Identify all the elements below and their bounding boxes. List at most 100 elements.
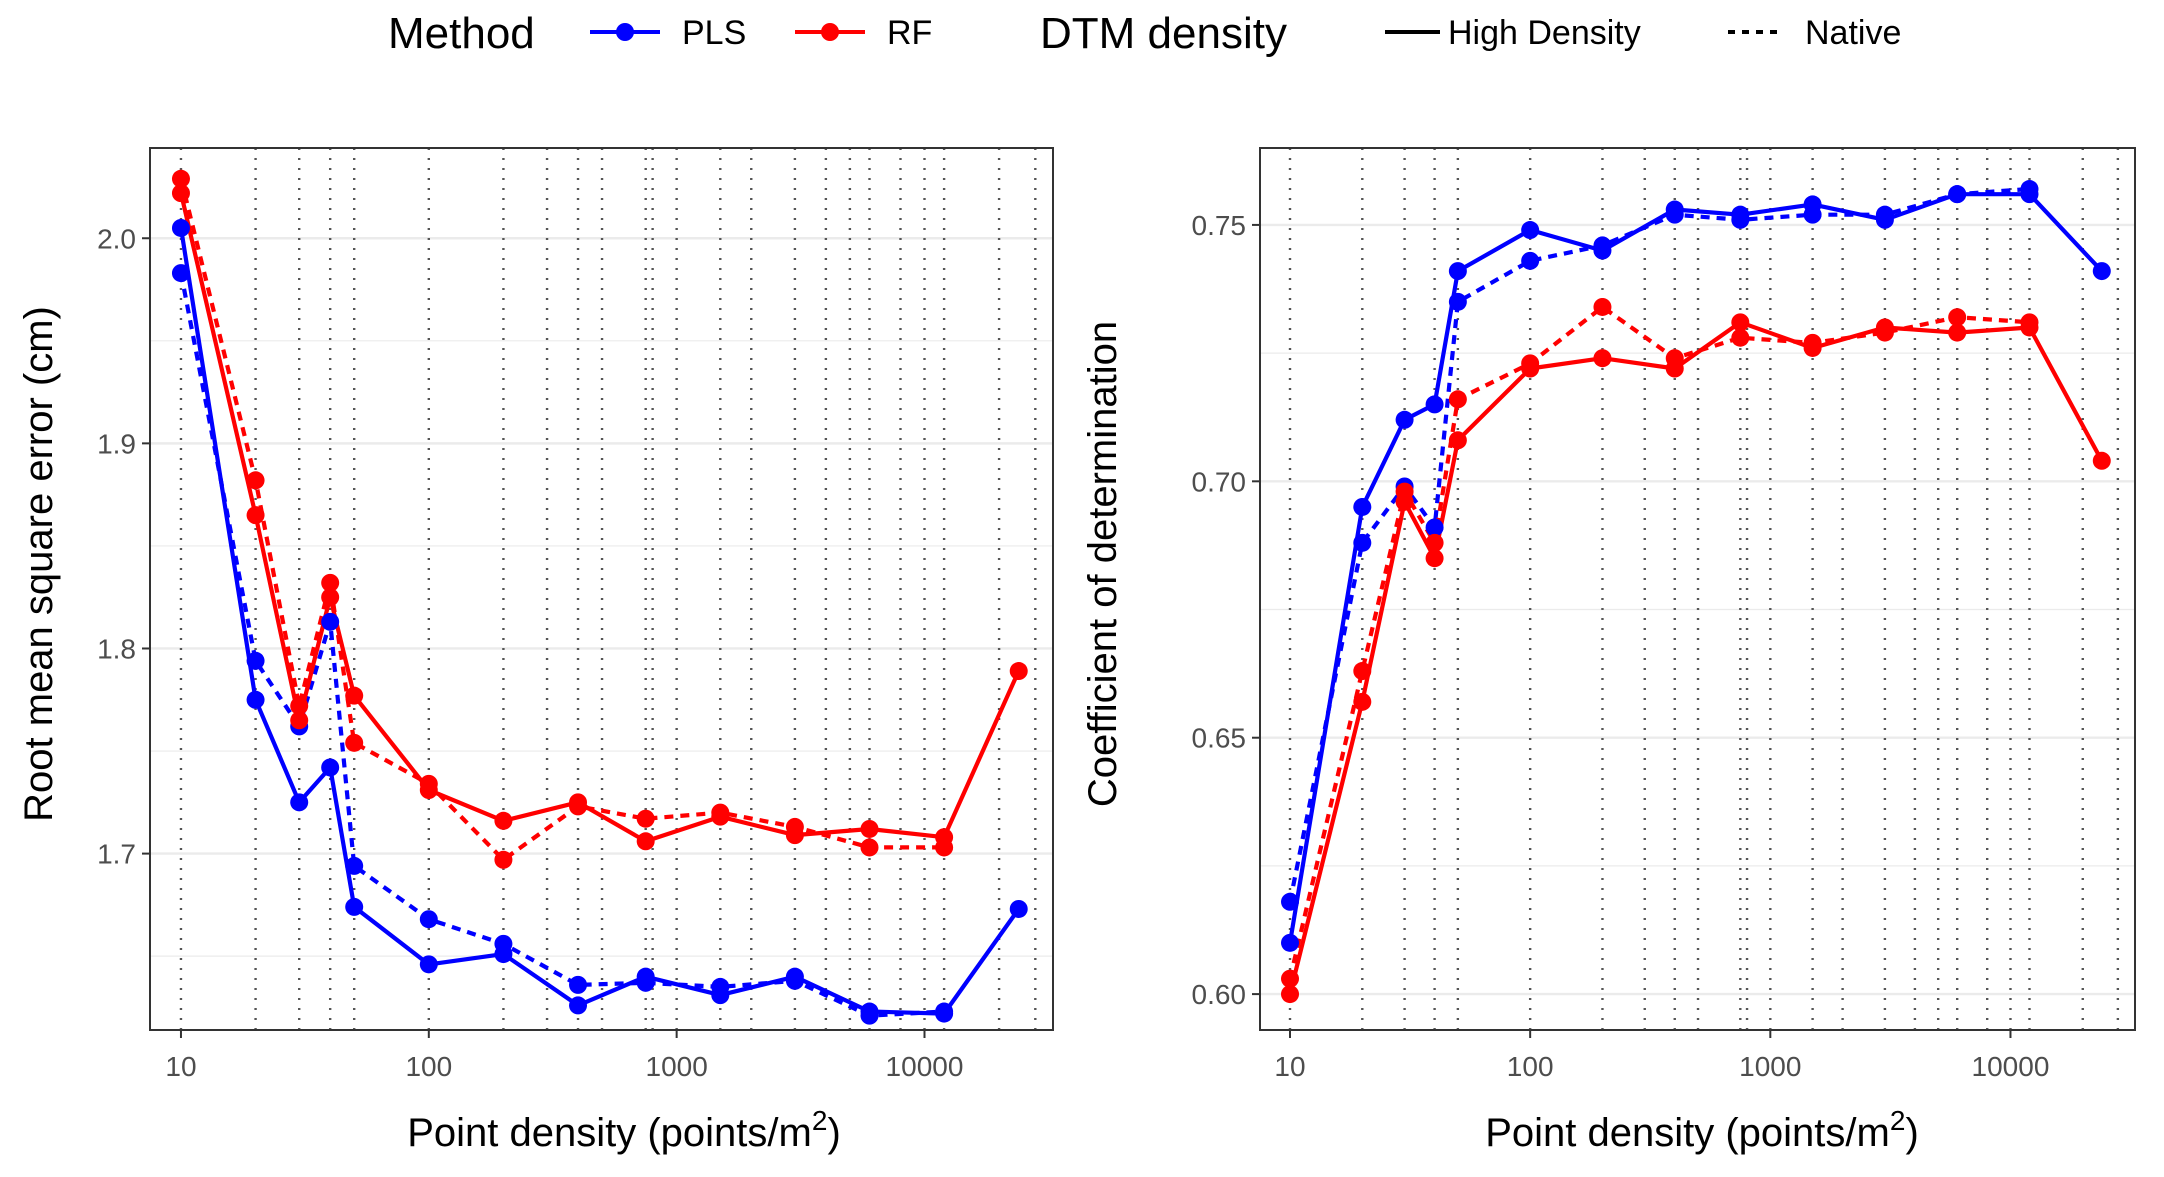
r2-x-tick-label: 10000 — [1972, 1051, 2050, 1082]
rmse-plot-frame — [149, 147, 1054, 1031]
r2-x-axis-title-close: ) — [1905, 1111, 1918, 1155]
r2-point-rf-native — [1731, 328, 1750, 347]
r2-point-pls-native — [1353, 533, 1372, 552]
r2-ticks: 10 100 1000 10000 0.60 0.65 0.70 0.75 — [1192, 210, 2050, 1082]
r2-point-pls-native — [1665, 205, 1684, 224]
rmse-x-tick-label: 10 — [165, 1051, 196, 1082]
legend-method-title: Method — [388, 9, 535, 58]
r2-point-pls-native — [1593, 236, 1612, 255]
r2-x-tick-label: 100 — [1507, 1051, 1554, 1082]
rmse-x-axis-title: Point density (points/m2) — [407, 1105, 841, 1155]
rmse-point-pls-native — [569, 975, 588, 994]
rmse-series-line-pls-native — [178, 272, 945, 1018]
r2-point-pls-native — [1803, 205, 1822, 224]
rmse-x-tick-label: 1000 — [646, 1051, 708, 1082]
r2-point-rf-native — [2020, 313, 2039, 332]
rmse-x-axis-title-main: Point density (points/m — [407, 1111, 812, 1155]
r2-point-rf-high-density — [1353, 692, 1372, 711]
legend-dtm-title: DTM density — [1040, 9, 1287, 58]
r2-point-pls-high-density — [2092, 262, 2111, 281]
rmse-point-pls-native — [321, 612, 340, 631]
rmse-point-pls-native — [345, 856, 364, 875]
r2-point-rf-native — [1448, 390, 1467, 409]
rmse-y-tick-label: 1.9 — [97, 428, 136, 459]
r2-x-axis-title: Point density (points/m2) — [1485, 1105, 1919, 1155]
r2-x-axis-title-main: Point density (points/m — [1485, 1111, 1890, 1155]
r2-y-tick-label: 0.65 — [1192, 723, 1247, 754]
legend-item-pls: PLS — [590, 14, 746, 52]
rmse-point-rf-high-density — [1009, 662, 1028, 681]
rmse-point-rf-high-density — [246, 506, 265, 525]
r2-point-rf-high-density — [1593, 349, 1612, 368]
r2-x-axis-title-sup: 2 — [1890, 1105, 1906, 1136]
rmse-x-tick-label: 10000 — [886, 1051, 964, 1082]
rmse-series-line-rf-high-density — [178, 192, 1021, 844]
rmse-point-rf-native — [321, 573, 340, 592]
legend-item-native: Native — [1728, 14, 1901, 52]
legend-item-high-density: High Density — [1385, 14, 1641, 52]
rmse-point-pls-native — [711, 977, 730, 996]
rmse-y-axis-title: Root mean square error (cm) — [17, 306, 61, 822]
chart-legend: Method PLS RF DTM density High Density N… — [388, 9, 1901, 58]
r2-point-pls-native — [2020, 180, 2039, 199]
r2-x-tick-label: 10 — [1274, 1051, 1305, 1082]
r2-x-tick-label: 1000 — [1739, 1051, 1801, 1082]
r2-chart-panel: 10 100 1000 10000 0.60 0.65 0.70 0.75 Coefficie… — [1081, 120, 2164, 1177]
r2-point-rf-high-density — [1731, 313, 1750, 332]
r2-series-line-pls-native — [1287, 186, 2030, 903]
r2-point-pls-native — [1448, 292, 1467, 311]
r2-point-rf-native — [1803, 333, 1822, 352]
r2-point-pls-native — [1425, 518, 1444, 537]
rmse-point-rf-native — [935, 838, 954, 857]
rmse-point-pls-native — [785, 971, 804, 990]
r2-point-rf-high-density — [1281, 985, 1300, 1004]
rmse-point-pls-native — [246, 651, 265, 670]
rmse-point-pls-native — [419, 910, 438, 929]
r2-point-rf-native — [1425, 533, 1444, 552]
rmse-point-rf-high-density — [860, 819, 879, 838]
rmse-point-rf-native — [711, 803, 730, 822]
rmse-point-rf-native — [636, 809, 655, 828]
rmse-point-rf-high-density — [321, 588, 340, 607]
rmse-series — [171, 169, 1028, 1025]
rmse-point-pls-native — [860, 1006, 879, 1025]
rmse-point-rf-native — [419, 774, 438, 793]
r2-point-pls-high-density — [1353, 497, 1372, 516]
rmse-point-rf-high-density — [171, 184, 190, 203]
r2-point-rf-native — [1593, 297, 1612, 316]
legend-rf-label: RF — [887, 14, 932, 52]
r2-point-rf-native — [1395, 482, 1414, 501]
r2-point-pls-high-density — [1448, 262, 1467, 281]
rmse-point-rf-native — [494, 850, 513, 869]
r2-y-tick-label: 0.75 — [1192, 210, 1247, 241]
rmse-point-rf-high-density — [345, 686, 364, 705]
rmse-point-pls-high-density — [171, 218, 190, 237]
rmse-point-pls-high-density — [419, 955, 438, 974]
r2-point-pls-high-density — [1521, 221, 1540, 240]
rmse-x-axis-title-close: ) — [827, 1111, 840, 1155]
r2-y-tick-label: 0.70 — [1192, 466, 1247, 497]
rmse-point-rf-native — [290, 696, 309, 715]
legend-native-label: Native — [1805, 14, 1901, 52]
r2-point-pls-native — [1875, 205, 1894, 224]
r2-vertical-reference-lines — [1288, 148, 2120, 1030]
rmse-x-axis-title-sup: 2 — [812, 1105, 828, 1136]
r2-point-rf-native — [1353, 662, 1372, 681]
r2-point-rf-high-density — [1425, 549, 1444, 568]
rmse-point-rf-high-density — [494, 811, 513, 830]
rmse-point-pls-high-density — [1009, 899, 1028, 918]
rmse-point-pls-native — [636, 973, 655, 992]
r2-point-rf-native — [1948, 308, 1967, 327]
rmse-point-pls-high-density — [321, 758, 340, 777]
legend-item-rf: RF — [795, 14, 932, 52]
legend-pls-marker — [616, 23, 634, 41]
r2-point-rf-native — [1281, 969, 1300, 988]
r2-point-rf-native — [1665, 349, 1684, 368]
rmse-point-pls-high-density — [290, 793, 309, 812]
r2-point-pls-high-density — [1395, 410, 1414, 429]
rmse-x-tick-label: 100 — [405, 1051, 452, 1082]
r2-point-rf-native — [1521, 354, 1540, 373]
r2-series-line-pls-high-density — [1287, 192, 2104, 944]
rmse-point-pls-high-density — [345, 897, 364, 916]
r2-point-rf-high-density — [2092, 451, 2111, 470]
